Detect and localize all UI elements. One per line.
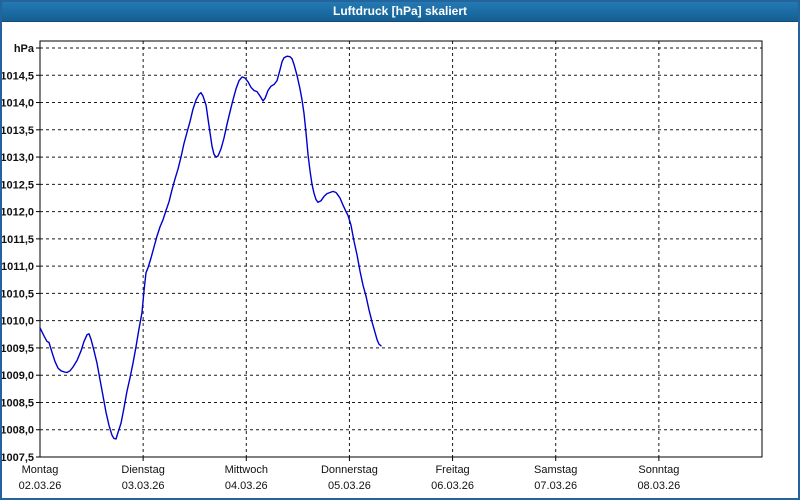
x-axis-date-label: 05.03.26 bbox=[328, 480, 371, 492]
x-axis-date-label: 08.03.26 bbox=[637, 480, 680, 492]
x-axis-day-label: Dienstag bbox=[121, 464, 164, 476]
x-axis-date-label: 06.03.26 bbox=[431, 480, 474, 492]
x-axis-date-label: 03.03.26 bbox=[122, 480, 165, 492]
x-axis-day-label: Mittwoch bbox=[225, 464, 268, 476]
plot-frame bbox=[39, 40, 763, 458]
y-axis-tick-label: 1008,5 bbox=[2, 397, 34, 409]
window-title: Luftdruck [hPa] skaliert bbox=[332, 4, 468, 18]
y-axis-unit-label: hPa bbox=[14, 43, 35, 55]
y-axis-tick-label: 1010,5 bbox=[2, 288, 34, 300]
y-axis-tick-label: 1012,0 bbox=[2, 207, 34, 219]
y-axis-tick-label: 1010,0 bbox=[2, 316, 34, 328]
chart-svg: hPa 1014,5 1014,0 1013,5 1013,0 1012,5 1012,0 1… bbox=[2, 40, 763, 492]
y-axis-tick-label: 1011,5 bbox=[2, 234, 34, 246]
x-axis-date-label: 02.03.26 bbox=[19, 480, 62, 492]
y-axis-tick-label: 1013,5 bbox=[2, 125, 34, 137]
y-axis-tick-label: 1012,5 bbox=[2, 179, 34, 191]
chart-content-area: hPa 1014,5 1014,0 1013,5 1013,0 1012,5 1012,0 1… bbox=[2, 22, 798, 498]
x-axis-day-label: Donnerstag bbox=[321, 464, 378, 476]
y-axis-tick-label: 1008,0 bbox=[2, 425, 34, 437]
x-axis-day-label: Freitag bbox=[435, 464, 469, 476]
window-title-bar[interactable]: Luftdruck [hPa] skaliert bbox=[2, 2, 798, 22]
y-axis-tick-label: 1014,0 bbox=[2, 98, 34, 110]
y-axis-tick-label: 1014,5 bbox=[2, 70, 34, 82]
x-axis-date-label: 04.03.26 bbox=[225, 480, 268, 492]
x-axis-day-label: Montag bbox=[22, 464, 59, 476]
y-axis-tick-label: 1011,0 bbox=[2, 261, 34, 273]
x-axis-day-label: Sonntag bbox=[638, 464, 679, 476]
y-axis-tick-label: 1009,0 bbox=[2, 370, 34, 382]
pressure-line bbox=[39, 55, 382, 440]
y-axis-tick-label: 1007,5 bbox=[2, 452, 34, 464]
y-axis-tick-label: 1013,0 bbox=[2, 152, 34, 164]
x-axis-date-label: 07.03.26 bbox=[534, 480, 577, 492]
y-axis-tick-label: 1009,5 bbox=[2, 343, 34, 355]
x-axis-day-label: Samstag bbox=[534, 464, 577, 476]
